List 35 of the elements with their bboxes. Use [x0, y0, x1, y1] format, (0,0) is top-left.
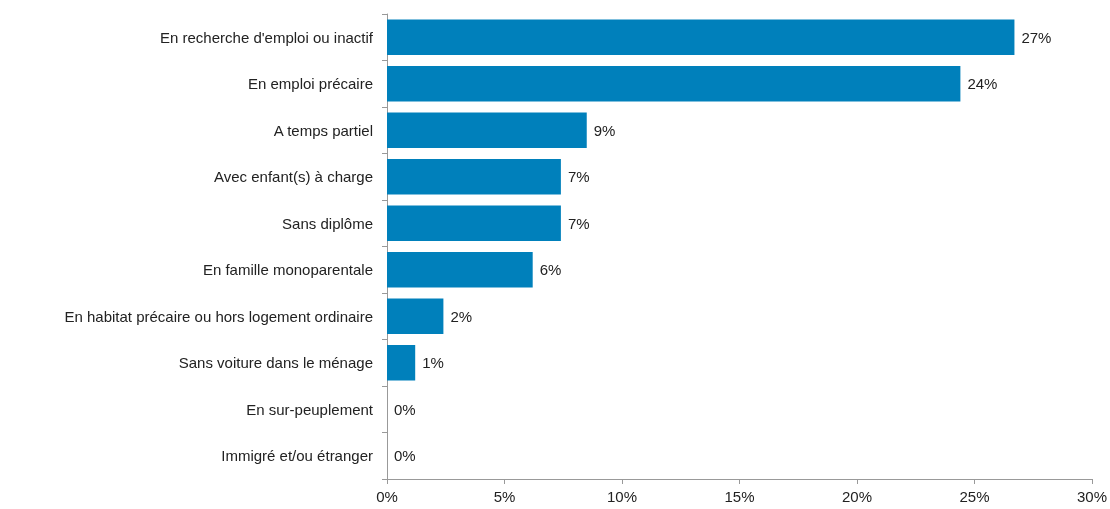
data-label: 0% — [394, 400, 416, 418]
bar — [387, 159, 561, 195]
data-label: 7% — [567, 168, 590, 186]
bar — [387, 298, 444, 334]
y-tick-label: A temps partiel — [273, 121, 373, 139]
y-tick-label: Avec enfant(s) à charge — [214, 168, 373, 186]
y-tick-label: En habitat précaire ou hors logement ordinaire — [64, 307, 373, 325]
data-label: 1% — [422, 354, 444, 372]
x-tick-label: 15% — [724, 488, 755, 505]
data-label: 6% — [539, 261, 562, 279]
bar — [387, 345, 416, 381]
y-tick-label: Sans diplôme — [282, 214, 373, 232]
y-tick-label: En recherche d'emploi ou inactif — [160, 28, 374, 46]
x-tick-label: 30% — [1076, 488, 1107, 505]
bar — [387, 252, 533, 288]
data-label: 24% — [967, 75, 998, 93]
y-tick-label: En sur-peuplement — [246, 400, 374, 418]
data-label: 9% — [593, 121, 616, 139]
x-tick-label: 0% — [376, 488, 398, 505]
data-label: 27% — [1021, 28, 1052, 46]
bar — [387, 205, 561, 241]
x-tick-label: 5% — [493, 488, 516, 505]
bar — [387, 66, 961, 102]
x-tick-label: 10% — [606, 488, 638, 505]
y-tick-label: Immigré et/ou étranger — [221, 447, 373, 465]
x-tick-label: 25% — [959, 488, 990, 505]
data-label: 7% — [567, 214, 590, 232]
data-label: 2% — [450, 307, 473, 325]
data-label: 0% — [394, 447, 416, 465]
x-tick-label: 20% — [841, 488, 873, 505]
y-tick-label: En emploi précaire — [247, 75, 373, 93]
y-tick-label: En famille monoparentale — [202, 261, 373, 279]
bar — [387, 19, 1015, 55]
bar — [387, 112, 587, 148]
y-tick-label: Sans voiture dans le ménage — [178, 354, 373, 372]
